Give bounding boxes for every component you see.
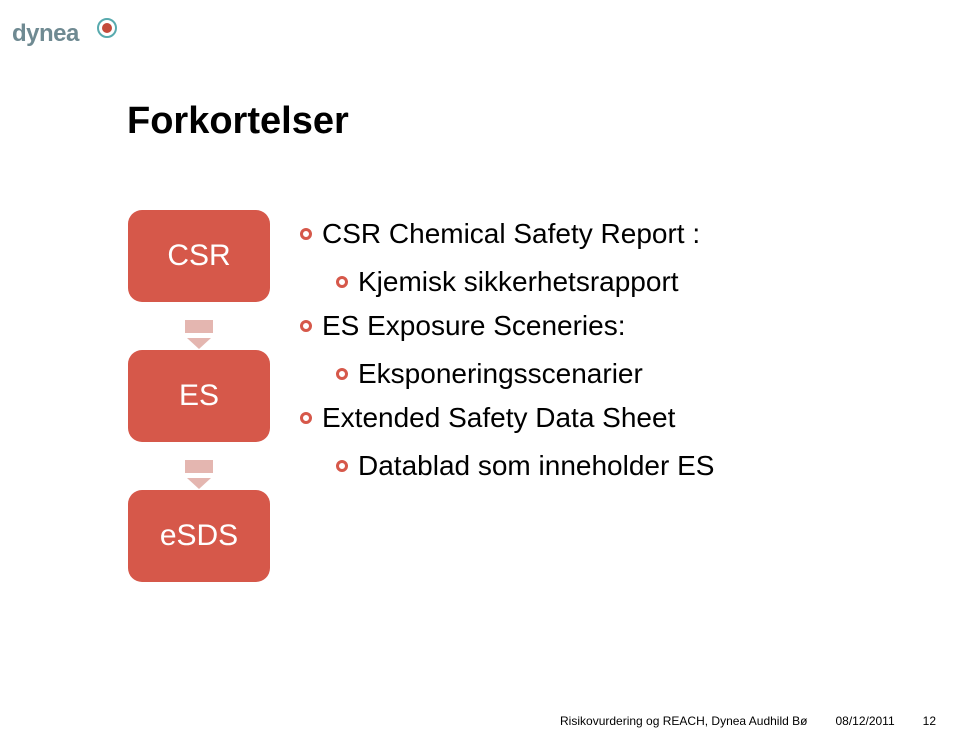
definitions-column: CSR Chemical Safety Report : Kjemisk sik… (300, 212, 900, 488)
footer-date: 08/12/2011 (835, 714, 894, 728)
definition-sub: Datablad som inneholder ES (358, 450, 714, 482)
bullet-icon (300, 320, 312, 332)
definition-subline: Kjemisk sikkerhetsrapport (336, 266, 900, 298)
slide-footer: Risikovurdering og REACH, Dynea Audhild … (560, 714, 936, 728)
definition-line: Extended Safety Data Sheet (300, 402, 900, 434)
definition-subline: Eksponeringsscenarier (336, 358, 900, 390)
definition-csr: CSR Chemical Safety Report : Kjemisk sik… (300, 212, 900, 304)
page-title: Forkortelser (127, 100, 349, 143)
badge-label: CSR (167, 239, 230, 273)
flow-column: CSR ES eSDS (128, 210, 270, 582)
logo-dot-inner-icon (102, 23, 112, 33)
brand-logo-dot (97, 18, 117, 38)
definition-subline: Datablad som inneholder ES (336, 450, 900, 482)
footer-page: 12 (923, 714, 936, 728)
brand-logo: dynea (12, 20, 79, 48)
definition-sub: Eksponeringsscenarier (358, 358, 643, 390)
footer-left: Risikovurdering og REACH, Dynea Audhild … (560, 714, 807, 728)
definition-line: CSR Chemical Safety Report : (300, 218, 900, 250)
down-arrow-icon (179, 454, 219, 478)
badge-label: ES (179, 379, 219, 413)
definition-main: CSR Chemical Safety Report : (322, 218, 700, 250)
bullet-icon (300, 412, 312, 424)
bullet-icon (336, 460, 348, 472)
logo-dot-outer-icon (97, 18, 117, 38)
definition-main: Extended Safety Data Sheet (322, 402, 675, 434)
badge-esds: eSDS (128, 490, 270, 582)
definition-main: ES Exposure Sceneries: (322, 310, 626, 342)
definition-line: ES Exposure Sceneries: (300, 310, 900, 342)
definition-sub: Kjemisk sikkerhetsrapport (358, 266, 679, 298)
badge-es: ES (128, 350, 270, 442)
arrow-1 (179, 302, 219, 350)
bullet-icon (300, 228, 312, 240)
badge-label: eSDS (160, 519, 238, 553)
down-arrow-icon (179, 314, 219, 338)
bullet-icon (336, 276, 348, 288)
arrow-2 (179, 442, 219, 490)
brand-logo-text: dynea (12, 20, 79, 47)
badge-csr: CSR (128, 210, 270, 302)
definition-es: ES Exposure Sceneries: Eksponeringsscena… (300, 304, 900, 396)
definition-esds: Extended Safety Data Sheet Datablad som … (300, 396, 900, 488)
bullet-icon (336, 368, 348, 380)
